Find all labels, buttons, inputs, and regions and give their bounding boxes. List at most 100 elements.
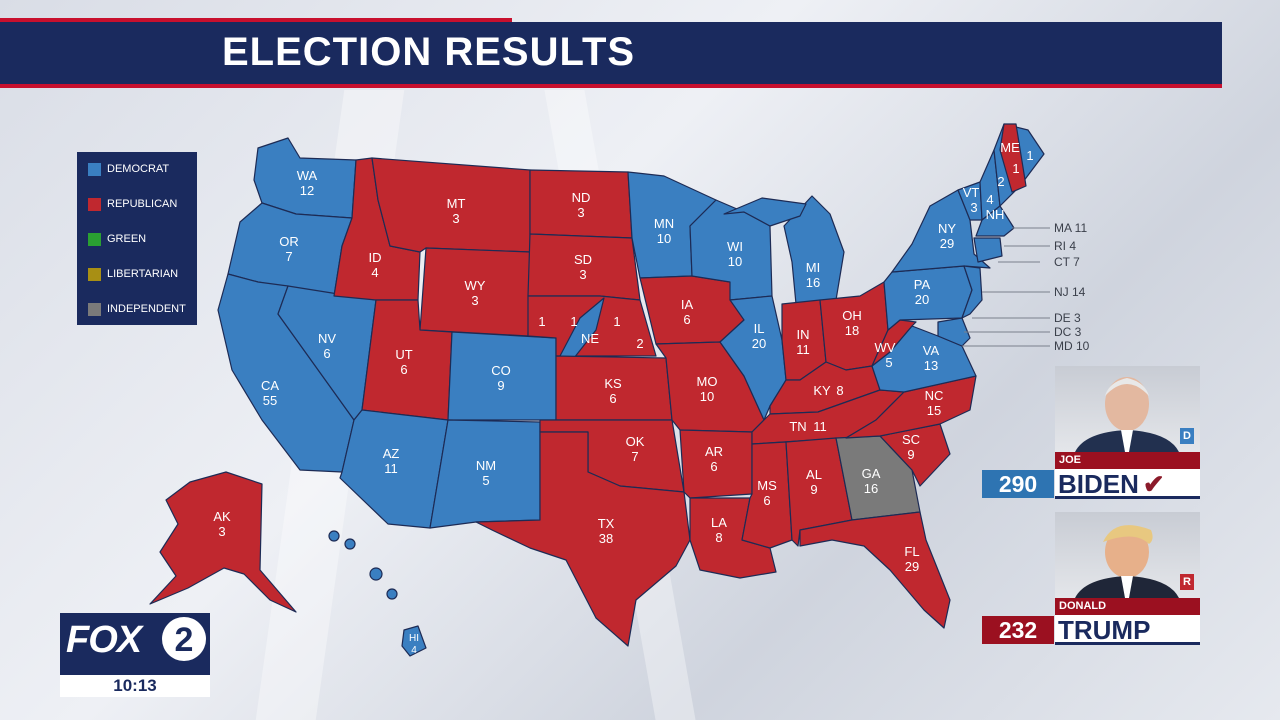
state-label: MN xyxy=(654,216,674,231)
state-ev: 6 xyxy=(683,312,690,327)
state-ev: 9 xyxy=(497,378,504,393)
page-title: ELECTION RESULTS xyxy=(222,30,636,74)
state-label: OR xyxy=(279,234,299,249)
state-ev: 3 xyxy=(577,205,584,220)
party-legend: DEMOCRAT REPUBLICAN GREEN LIBERTARIAN IN… xyxy=(77,152,197,325)
state-label: MI xyxy=(806,260,820,275)
state-NJ[interactable] xyxy=(961,265,983,319)
state-IL[interactable] xyxy=(719,295,787,421)
state-ev: 10 xyxy=(728,254,742,269)
state-ev: 4 xyxy=(371,265,378,280)
electoral-votes-trump: 232 xyxy=(982,616,1054,644)
state-TX[interactable] xyxy=(475,431,691,647)
state-label: PA xyxy=(914,277,931,292)
me-district-2[interactable] xyxy=(999,123,1027,193)
small-state-label-nj: NJ 14 xyxy=(1054,285,1086,299)
legend-item-libertarian: LIBERTARIAN xyxy=(88,267,178,281)
state-ev: 38 xyxy=(599,531,613,546)
legend-item-green: GREEN xyxy=(88,232,146,246)
state-ev: 8 xyxy=(836,383,843,398)
state-label: MS xyxy=(757,478,777,493)
state-label: CA xyxy=(261,378,279,393)
state-ev: 16 xyxy=(864,481,878,496)
legend-label: REPUBLICAN xyxy=(107,198,178,210)
state-ev: 9 xyxy=(907,447,914,462)
legend-label: LIBERTARIAN xyxy=(107,268,179,280)
state-label: VT xyxy=(963,185,980,200)
state-label: MO xyxy=(697,374,718,389)
state-label: WA xyxy=(297,168,318,183)
hawaii-island xyxy=(369,567,383,581)
me-district-ev: 1 xyxy=(1012,161,1019,176)
state-label: AZ xyxy=(383,446,400,461)
state-ev: 13 xyxy=(924,358,938,373)
small-state-label-ct: CT 7 xyxy=(1054,255,1080,269)
title-accent-line xyxy=(0,18,512,22)
state-label: CO xyxy=(491,363,511,378)
ne-district-ev: 1 xyxy=(613,314,620,329)
state-ev: 6 xyxy=(400,362,407,377)
state-ev: 10 xyxy=(700,389,714,404)
state-label: WI xyxy=(727,239,743,254)
candidate-photo xyxy=(1055,366,1200,452)
state-ev: 4 xyxy=(986,192,993,207)
winner-check-icon: ✔ xyxy=(1142,469,1165,499)
state-MD[interactable] xyxy=(937,317,971,347)
state-label: LA xyxy=(711,515,727,530)
state-ev: 9 xyxy=(810,482,817,497)
hawaii-island xyxy=(328,530,340,542)
state-AK[interactable] xyxy=(149,471,297,613)
state-ev: 6 xyxy=(763,493,770,508)
me-district-ev: 2 xyxy=(997,174,1004,189)
state-AR[interactable] xyxy=(679,429,753,499)
state-ev: 10 xyxy=(657,231,671,246)
state-ev: 11 xyxy=(384,461,398,476)
small-state-label-ri: RI 4 xyxy=(1054,239,1076,253)
state-CT[interactable] xyxy=(973,237,1003,263)
state-ev: 4 xyxy=(411,645,417,656)
state-label: OH xyxy=(842,308,862,323)
electoral-votes-biden: 290 xyxy=(982,470,1054,498)
state-ev: 3 xyxy=(970,200,977,215)
station-logo-text: FOX xyxy=(66,619,142,661)
candidate-portrait-icon xyxy=(1075,525,1179,598)
state-MA[interactable] xyxy=(975,205,1015,237)
broadcast-clock: 10:13 xyxy=(60,675,210,697)
state-label: WY xyxy=(465,278,486,293)
state-label: IL xyxy=(754,321,765,336)
state-ev: 55 xyxy=(263,393,277,408)
state-label: NH xyxy=(986,207,1005,222)
state-MI-upper[interactable] xyxy=(723,197,807,227)
candidate-first-name: DONALD xyxy=(1055,598,1200,615)
state-ev: 8 xyxy=(715,530,722,545)
small-state-label-ma: MA 11 xyxy=(1054,221,1087,235)
state-HI[interactable] xyxy=(401,625,427,657)
state-ev: 18 xyxy=(845,323,859,338)
legend-swatch xyxy=(88,302,101,316)
legend-item-democrat: DEMOCRAT xyxy=(88,162,169,176)
ne-district-ev: 1 xyxy=(570,314,577,329)
small-state-label-dc: DC 3 xyxy=(1054,325,1082,339)
state-ev: 6 xyxy=(710,459,717,474)
state-ev: 20 xyxy=(752,336,766,351)
state-label: OK xyxy=(626,434,645,449)
state-ev: 3 xyxy=(452,211,459,226)
station-channel-number: 2 xyxy=(162,617,206,661)
state-ev: 12 xyxy=(300,183,314,198)
legend-swatch xyxy=(88,267,101,281)
legend-swatch xyxy=(88,232,101,246)
state-ev: 29 xyxy=(940,236,954,251)
state-ev: 3 xyxy=(471,293,478,308)
ne-district-ev: 2 xyxy=(636,336,643,351)
state-MI[interactable] xyxy=(783,195,845,305)
state-ev: 5 xyxy=(482,473,489,488)
candidate-last-name: BIDEN ✔ xyxy=(1055,469,1200,499)
legend-label: INDEPENDENT xyxy=(107,303,186,315)
state-ev: 29 xyxy=(905,559,919,574)
state-label: AL xyxy=(806,467,822,482)
me-district-ev: 1 xyxy=(1026,148,1033,163)
state-FL[interactable] xyxy=(799,511,951,629)
state-label: SD xyxy=(574,252,592,267)
candidate-last-name: TRUMP xyxy=(1055,615,1200,645)
